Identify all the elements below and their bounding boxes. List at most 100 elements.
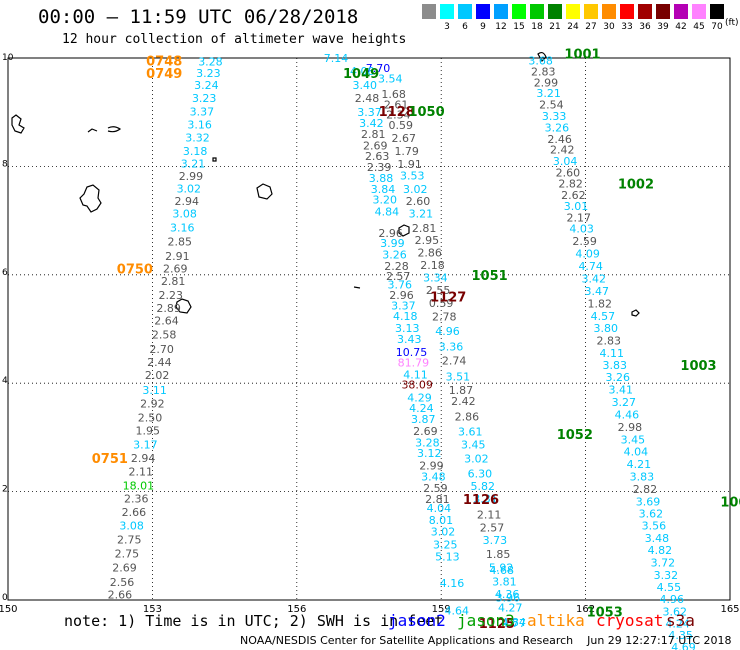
wave-height-value: 2.60 [556,166,581,179]
wave-height-value: 2.94 [131,452,156,465]
scale-label: 33 [621,22,633,32]
wave-height-value: 3.16 [187,119,212,132]
pass-time-label: 1125 [479,617,515,632]
legend-entry: jason3 [457,611,515,630]
wave-height-value: 3.83 [602,359,627,372]
wave-height-value: 3.87 [411,413,436,426]
wave-height-value: 2.42 [550,144,575,157]
y-tick-label: 0 [2,593,8,603]
wave-height-value: 2.69 [363,139,388,152]
wave-height-value: 4.11 [600,347,625,360]
wave-height-value: 3.61 [458,425,483,438]
wave-height-value: 2.69 [163,262,188,275]
scale-swatch [512,4,526,19]
wave-height-value: 2.63 [365,150,390,163]
wave-height-value: 3.69 [636,495,661,508]
scale-label: 12 [495,22,507,32]
wave-height-value: 3.33 [542,110,567,123]
wave-height-value: 4.74 [578,260,603,273]
scale-label: 39 [657,22,669,32]
wave-height-value: 2.81 [361,128,386,141]
pass-time-label: 0748 [146,55,182,70]
wave-height-value: 2.57 [480,521,505,534]
wave-height-value: 3.26 [605,371,630,384]
wave-height-value: 4.84 [501,616,526,629]
wave-height-value: 2.89 [156,302,181,315]
wave-height-value: 2.57 [386,270,411,283]
pass-time-label: 1126 [463,493,499,508]
wave-height-value: 3.47 [585,285,610,298]
wave-height-value: 3.13 [395,322,420,335]
wave-height-value: 4.04 [427,502,452,515]
pass-time-label: 1001 [564,48,600,63]
wave-height-value: 4.11 [403,369,428,382]
island-outline [107,126,122,133]
pass-time-label: 0751 [92,452,128,467]
wave-height-value: 2.99 [419,460,444,473]
wave-height-value: 4.08 [350,65,375,78]
wave-height-value: 2.17 [567,211,592,224]
wave-height-value: 38.09 [401,378,433,391]
scale-unit: (ft) [725,18,739,28]
wave-height-value: 4.69 [671,641,696,650]
wave-height-value: 3.42 [359,117,384,130]
wave-height-value: 2.50 [138,411,163,424]
pass-time-label: 0750 [117,262,153,277]
scale-swatch [566,4,580,19]
wave-height-value: 3.32 [654,569,679,582]
wave-height-value: 2.96 [378,227,403,240]
wave-height-value: 3.12 [417,447,442,460]
wave-height-value: 2.85 [168,236,193,249]
wave-height-value: 2.54 [539,99,564,112]
wave-height-value: 2.91 [165,250,190,263]
scale-swatch [530,4,544,19]
wave-height-value: 2.58 [152,328,177,341]
wave-height-value: 2.99 [179,170,204,183]
wave-height-value: 2.74 [442,354,467,367]
grid-lines [8,58,730,600]
wave-height-value: 2.81 [161,275,186,288]
wave-height-value: 2.78 [432,311,457,324]
wave-height-value: 2.18 [420,259,445,272]
pass-time-label: 1050 [408,105,444,120]
wave-height-value: 4.77 [501,617,526,630]
wave-height-value: 3.17 [133,438,158,451]
wave-height-value: 3.16 [170,222,195,235]
scale-label: 36 [639,22,651,32]
wave-height-value: 4.82 [648,544,673,557]
wave-height-value: 3.23 [196,67,221,80]
wave-height-value: 2.46 [547,133,572,146]
scale-swatch [656,4,670,19]
wave-height-value: 2.82 [558,178,583,191]
wave-height-value: 4.03 [569,223,594,236]
wave-height-value: 3.02 [403,183,428,196]
wave-height-value: 1.91 [397,158,422,171]
wave-height-value: 2.61 [384,99,409,112]
wave-height-value: 3.88 [369,172,394,185]
wave-height-value: 2.64 [154,314,179,327]
wave-height-value: 3.31 [473,493,498,506]
wave-height-value: 7.70 [366,62,391,75]
wave-height-value: 6.30 [468,468,493,481]
wave-height-value: 5.92 [489,561,514,574]
pass-time-label: 1128 [379,105,415,120]
pass-time-label: 1002 [618,178,654,193]
wave-height-value: 2.94 [174,195,199,208]
wave-height-value: 2.11 [477,508,502,521]
wave-height-value: 3.96 [496,591,521,604]
scale-label: 15 [513,22,525,32]
wave-height-value: 2.66 [108,589,133,602]
pass-time-label: 1049 [343,67,379,82]
island-outline [256,183,273,200]
wave-height-value: 3.21 [181,158,206,171]
scale-label: 21 [549,22,561,32]
x-tick-label: 162 [576,604,595,615]
wave-height-value: 4.24 [665,617,690,630]
islands [11,51,640,317]
scale-label: 18 [531,22,543,32]
x-tick-label: 156 [287,604,306,615]
wave-height-value: 2.34 [386,108,411,121]
wave-height-value: 2.83 [597,334,622,347]
wave-height-value: 2.66 [122,506,147,519]
wave-height-value: 3.21 [536,87,561,100]
